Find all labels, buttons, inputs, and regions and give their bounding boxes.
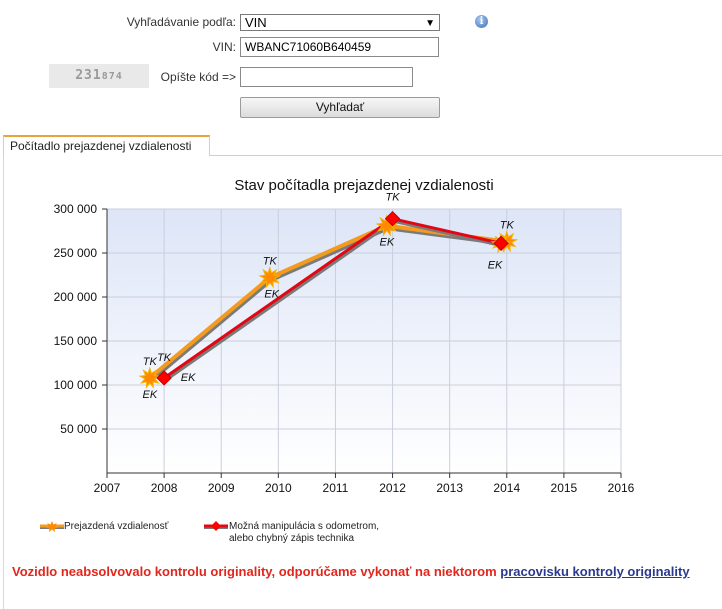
search-by-label: Vyhľadávanie podľa: [126,15,236,29]
legend-swatch-series1 [40,521,64,532]
search-button[interactable]: Vyhľadať [240,97,440,118]
y-tick-label: 200 000 [54,290,98,304]
data-point-label: TK [263,256,278,268]
data-point-label: EK [380,237,395,249]
legend-series2-label: Možná manipulácia s odometrom, alebo chy… [229,521,379,545]
y-tick-label: 100 000 [54,378,98,392]
data-point-label: TK [157,352,172,364]
data-point-label: EK [181,372,196,384]
series1-marker [258,265,282,289]
legend-series2-line1: Možná manipulácia s odometrom, [229,521,380,532]
captcha-image: 231874 [49,64,149,88]
series1-marker [138,366,162,389]
dropdown-arrow-icon: ▼ [425,18,435,29]
x-tick-label: 2010 [265,481,292,495]
series2-marker [493,235,509,252]
x-tick-label: 2008 [151,481,178,495]
legend-series1-label: Prejazdená vzdialenosť [64,521,169,532]
panel-border [3,156,4,609]
x-tick-label: 2013 [436,481,463,495]
x-tick-label: 2007 [94,481,121,495]
vin-label: VIN: [212,40,236,54]
chart-title: Stav počítadla prejazdenej vzdialenosti [234,177,494,194]
y-tick-label: 150 000 [54,334,98,348]
legend-series2-line2: alebo chybný zápis technika [229,533,355,544]
x-tick-label: 2014 [493,481,520,495]
data-point-label: EK [488,259,503,271]
data-point-label: EK [264,289,279,301]
data-point-label: TK [500,220,515,232]
originality-link[interactable]: pracovisku kontroly originality [500,564,690,579]
captcha-input[interactable] [240,67,413,87]
x-tick-label: 2016 [608,481,635,495]
legend-swatch-series2 [204,521,228,531]
y-tick-label: 300 000 [54,202,98,216]
tab-divider [210,155,722,156]
x-tick-label: 2011 [323,481,349,495]
x-tick-label: 2009 [208,481,235,495]
series2-marker [156,370,172,386]
y-tick-label: 250 000 [54,246,98,260]
y-tick-label: 50 000 [60,422,97,436]
data-point-label: EK [142,389,157,401]
captcha-text-large: 231 [75,68,102,83]
warning-text: Vozidlo neabsolvovalo kontrolu originali… [12,564,497,579]
data-point-label: TK [386,192,401,204]
search-by-value: VIN [245,15,267,30]
x-tick-label: 2012 [379,481,406,495]
info-icon[interactable]: i [475,15,488,28]
x-tick-label: 2015 [551,481,578,495]
originality-warning: Vozidlo neabsolvovalo kontrolu originali… [12,564,702,579]
vin-input[interactable]: WBANC71060B640459 [240,37,439,57]
search-by-select[interactable]: VIN ▼ [240,14,440,31]
captcha-text-small: 874 [101,71,123,82]
tab-odometer[interactable]: Počítadlo prejazdenej vzdialenosti [3,135,210,156]
data-point-label: TK [143,356,158,368]
series2-marker [384,210,401,227]
captcha-label: Opíšte kód => [160,70,236,84]
